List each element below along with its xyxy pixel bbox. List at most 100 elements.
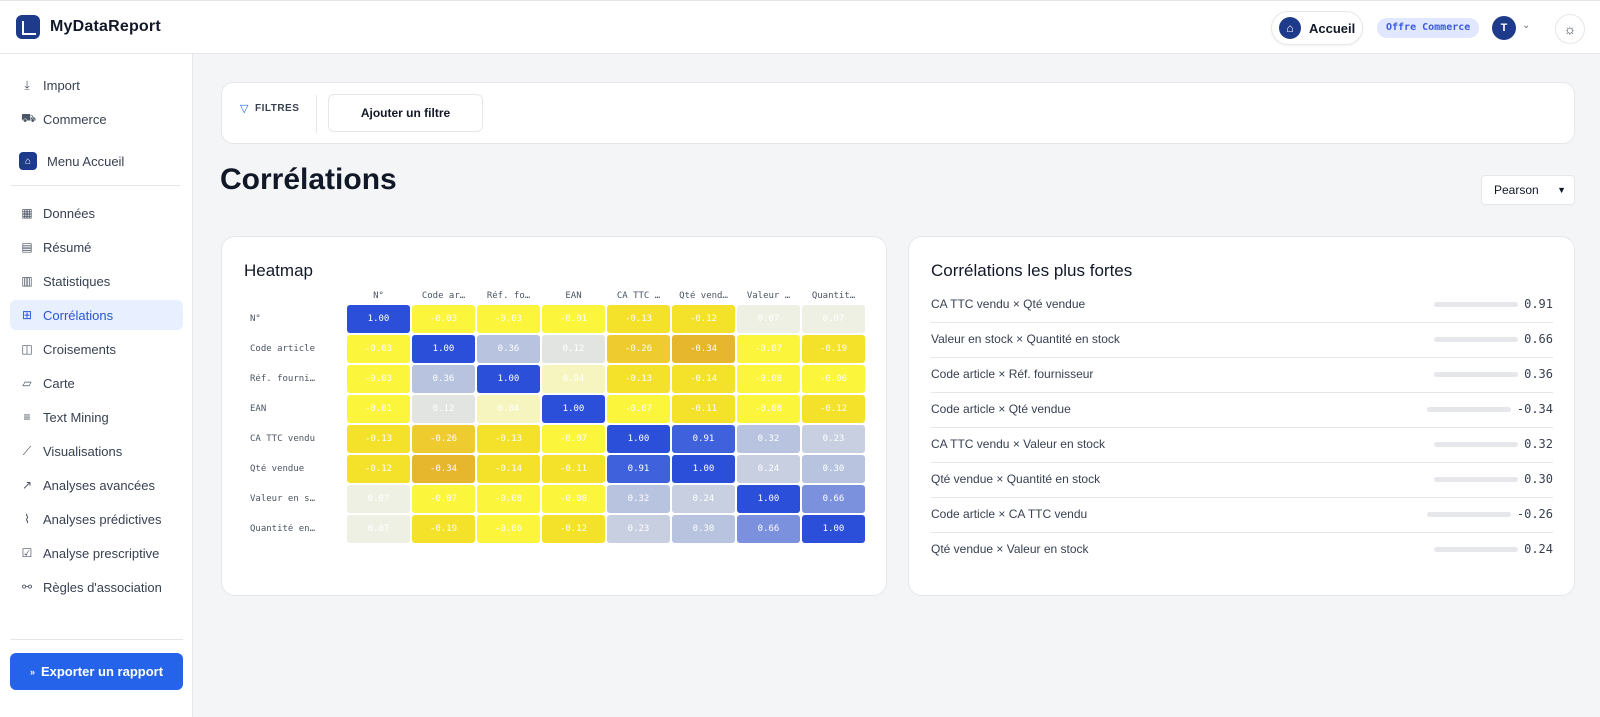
heatmap-cell[interactable]: -0.08 [737,365,800,393]
heatmap-cell[interactable]: -0.01 [347,395,410,423]
theme-toggle-button[interactable]: ☼ [1555,14,1585,44]
avatar[interactable]: T [1492,16,1516,40]
heatmap-cell[interactable]: 0.07 [737,305,800,333]
heatmap-cell[interactable]: -0.08 [737,395,800,423]
correlation-strength-bar [1434,477,1518,482]
heatmap-cell[interactable]: -0.07 [737,335,800,363]
heatmap-cell[interactable]: 0.30 [672,515,735,543]
heatmap-cell[interactable]: -0.12 [672,305,735,333]
sidebar-item-visualisations[interactable]: ⟋ Visualisations [10,436,183,466]
sidebar-item-resume[interactable]: ▤ Résumé [10,232,183,262]
sidebar-item-analyses-avancees[interactable]: ↗ Analyses avancées [10,470,183,500]
correlation-strength-bar [1434,547,1518,552]
heatmap-cell[interactable]: -0.11 [542,455,605,483]
heatmap-cell[interactable]: 1.00 [802,515,865,543]
heatmap-cell[interactable]: -0.01 [542,305,605,333]
sidebar-item-correlations[interactable]: ⊞ Corrélations [10,300,183,330]
heatmap-cell[interactable]: -0.06 [802,365,865,393]
heatmap-cell[interactable]: 1.00 [737,485,800,513]
heatmap-cell[interactable]: 0.12 [542,335,605,363]
heatmap-cell[interactable]: 0.04 [542,365,605,393]
heatmap-cell[interactable]: 0.30 [802,455,865,483]
heatmap-cell[interactable]: 0.24 [672,485,735,513]
sidebar-item-donnees[interactable]: ▦ Données [10,198,183,228]
brand[interactable]: MyDataReport [16,15,161,39]
sidebar-item-croisements[interactable]: ◫ Croisements [10,334,183,364]
heatmap-cell[interactable]: 1.00 [347,305,410,333]
sidebar-item-carte[interactable]: ▱ Carte [10,368,183,398]
chevron-down-icon[interactable]: ⌄ [1522,20,1531,31]
heatmap-cell[interactable]: -0.12 [347,455,410,483]
heatmap-cell[interactable]: -0.07 [607,395,670,423]
heatmap-cell[interactable]: -0.08 [477,485,540,513]
filters-toggle[interactable]: ▽ FILTRES [240,102,299,115]
export-report-button[interactable]: » Exporter un rapport [10,653,183,690]
sidebar-item-import[interactable]: ⤓ Import [10,70,183,100]
heatmap-cell[interactable]: -0.07 [412,485,475,513]
chevron-down-icon: ▼ [1557,185,1566,195]
heatmap-cell[interactable]: 0.32 [607,485,670,513]
heatmap-cell[interactable]: -0.34 [412,455,475,483]
list-item: Code article × Réf. fournisseur 0.36 [931,357,1553,393]
heatmap-cell[interactable]: -0.06 [477,515,540,543]
heatmap-cell[interactable]: -0.14 [477,455,540,483]
heatmap-cell[interactable]: -0.26 [607,335,670,363]
heatmap-cell[interactable]: -0.13 [477,425,540,453]
heatmap-cell[interactable]: -0.34 [672,335,735,363]
heatmap-cell[interactable]: -0.03 [347,365,410,393]
heatmap-row-label: Réf. fourni… [250,374,316,384]
heatmap-cell[interactable]: 0.66 [737,515,800,543]
sidebar-item-commerce[interactable]: ⛟ Commerce [10,104,183,134]
heatmap-cell[interactable]: 0.07 [802,305,865,333]
heatmap-row-label: EAN [250,404,267,414]
heatmap-cell[interactable]: 0.36 [477,335,540,363]
heatmap-cell[interactable]: 0.07 [347,485,410,513]
heatmap-cell[interactable]: 1.00 [477,365,540,393]
heatmap-cell[interactable]: 0.91 [607,455,670,483]
heatmap-cell[interactable]: 0.32 [737,425,800,453]
correlation-value: 0.66 [1524,332,1553,346]
heatmap-cell[interactable]: -0.03 [412,305,475,333]
heatmap-cell[interactable]: -0.14 [672,365,735,393]
heatmap-cell[interactable]: -0.12 [542,515,605,543]
filter-icon: ▽ [240,103,249,115]
heatmap-cell[interactable]: 0.07 [347,515,410,543]
heatmap-cell[interactable]: 1.00 [542,395,605,423]
heatmap-cell[interactable]: -0.13 [607,305,670,333]
heatmap-cell[interactable]: 0.66 [802,485,865,513]
heatmap-cell[interactable]: -0.07 [542,425,605,453]
add-filter-button[interactable]: Ajouter un filtre [328,94,483,132]
list-item: CA TTC vendu × Qté vendue 0.91 [931,287,1553,323]
heatmap-cell[interactable]: 0.36 [412,365,475,393]
sidebar-item-menu-accueil[interactable]: ⌂ Menu Accueil [10,146,183,176]
heatmap-cell[interactable]: 0.91 [672,425,735,453]
heatmap-cell[interactable]: -0.19 [412,515,475,543]
heatmap-cell[interactable]: -0.11 [672,395,735,423]
heatmap-cell[interactable]: 0.23 [802,425,865,453]
heatmap-cell[interactable]: -0.08 [542,485,605,513]
heatmap-cell[interactable]: -0.03 [477,305,540,333]
sidebar-item-regles-association[interactable]: ⚯ Règles d'association [10,572,183,602]
heatmap-cell[interactable]: -0.12 [802,395,865,423]
heatmap-cell[interactable]: 0.24 [737,455,800,483]
correlation-pair-label: CA TTC vendu × Qté vendue [931,297,1086,311]
heatmap-cell[interactable]: 1.00 [672,455,735,483]
heatmap-cell[interactable]: 0.12 [412,395,475,423]
heatmap-cell[interactable]: -0.13 [607,365,670,393]
sidebar-item-analyse-prescriptive[interactable]: ☑ Analyse prescriptive [10,538,183,568]
sidebar-item-analyses-predictives[interactable]: ⌇ Analyses prédictives [10,504,183,534]
heatmap-cell[interactable]: -0.03 [347,335,410,363]
home-button[interactable]: ⌂ Accueil [1271,11,1363,45]
heatmap-cell[interactable]: -0.26 [412,425,475,453]
heatmap-cell[interactable]: -0.19 [802,335,865,363]
heatmap-cell[interactable]: 0.23 [607,515,670,543]
heatmap-cell[interactable]: -0.13 [347,425,410,453]
sidebar-item-statistiques[interactable]: ▥ Statistiques [10,266,183,296]
sidebar-item-text-mining[interactable]: ≡ Text Mining [10,402,183,432]
heatmap-cell[interactable]: 1.00 [412,335,475,363]
sidebar-item-label: Corrélations [43,307,114,323]
heatmap-cell[interactable]: 1.00 [607,425,670,453]
correlation-method-select[interactable]: Pearson ▼ [1481,175,1575,205]
list-item: Code article × Qté vendue -0.34 [931,392,1553,428]
heatmap-cell[interactable]: 0.04 [477,395,540,423]
